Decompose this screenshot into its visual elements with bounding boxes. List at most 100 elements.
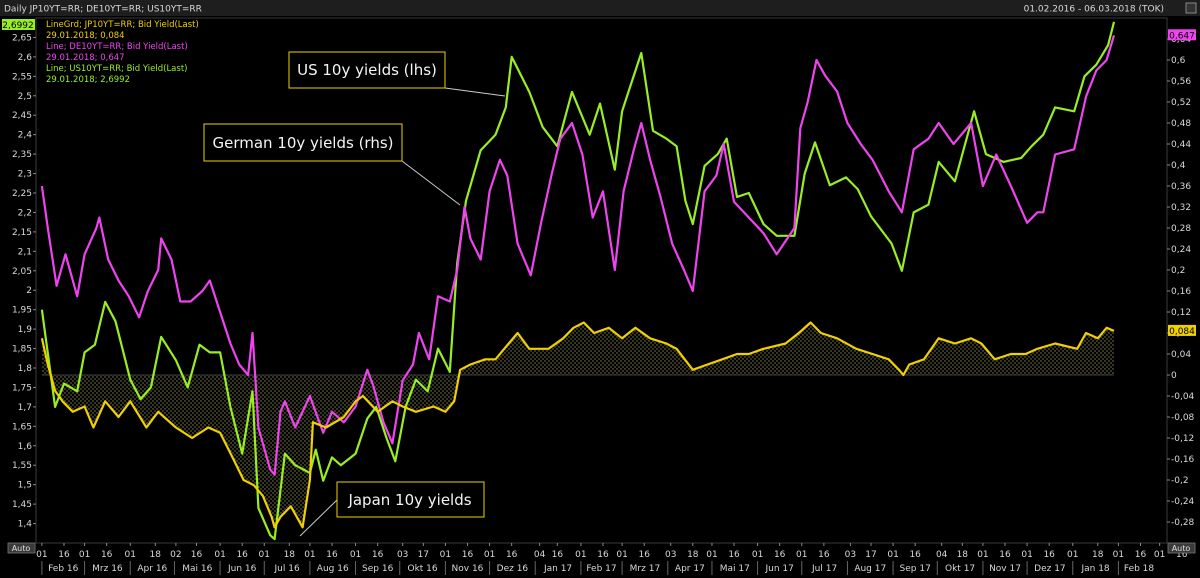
- x-day-label: 16: [818, 550, 830, 560]
- right-tick-label: -0,12: [1171, 434, 1194, 444]
- annotation-us-leader: [444, 87, 506, 97]
- x-day-label: 16: [597, 550, 609, 560]
- left-tick-label: 1,9: [18, 325, 33, 335]
- x-axis: 01 16 01 16 01 18 02 16 01 16 01 18 01 16 01 16 03 17 01 16…: [36, 543, 1188, 575]
- left-tick-label: 1,7: [18, 403, 32, 413]
- x-day-label: 18: [284, 550, 296, 560]
- x-month-label: Mrz 16: [92, 564, 123, 574]
- right-tick-label: 0,2: [1171, 266, 1185, 276]
- x-month-label: Jul 16: [274, 564, 300, 574]
- auto-scale-right-label: Auto: [1172, 544, 1191, 553]
- left-tick-label: 1,4: [18, 520, 33, 530]
- annotation-de-leader: [401, 160, 461, 206]
- right-axis: 0,640,60,560,520,480,440,40,360,320,280,…: [1167, 35, 1195, 528]
- right-tick-label: 0,44: [1171, 140, 1191, 150]
- right-tick-label: 0,16: [1171, 287, 1191, 297]
- x-day-label: 17: [865, 550, 876, 560]
- x-day-label: 17: [418, 550, 429, 560]
- x-month-label: Okt 16: [408, 564, 438, 574]
- left-tick-label: 1,45: [12, 500, 32, 510]
- left-tick-label: 1,85: [12, 345, 32, 355]
- legend-de-name: Line; DE10YT=RR; Bid Yield(Last): [46, 42, 188, 52]
- annotation-us-box: [288, 51, 446, 89]
- left-tick-label: 2,3: [18, 170, 32, 180]
- x-month-label: Feb 17: [586, 564, 616, 574]
- x-month-label: Mai 17: [720, 564, 750, 574]
- x-day-label: 18: [1092, 550, 1104, 560]
- left-tick-label: 2,4: [18, 131, 33, 141]
- x-day-label: 01: [706, 550, 717, 560]
- x-day-label: 16: [462, 550, 474, 560]
- left-tick-label: 2,65: [12, 33, 32, 43]
- x-day-label: 16: [326, 550, 338, 560]
- legend-jp-name: LineGrd; JP10YT=RR; Bid Yield(Last): [46, 20, 199, 30]
- right-tick-label: 0,4: [1171, 161, 1186, 171]
- x-month-label: Jun 16: [227, 564, 257, 574]
- x-day-label: 16: [728, 550, 740, 560]
- x-day-label: 01: [1154, 550, 1165, 560]
- left-tick-label: 2,6: [18, 53, 33, 63]
- x-day-label: 16: [1043, 550, 1055, 560]
- x-day-label: 16: [506, 550, 518, 560]
- x-day-label: 16: [638, 550, 650, 560]
- x-month-label: Apr 16: [137, 564, 167, 574]
- x-day-label: 18: [687, 550, 699, 560]
- jp-area: [41, 322, 1114, 528]
- x-day-label: 03: [665, 550, 676, 560]
- x-day-label: 01: [36, 550, 47, 560]
- x-day-label: 16: [372, 550, 384, 560]
- right-tick-label: 0,28: [1171, 224, 1191, 234]
- x-month-label: Feb 16: [48, 564, 79, 574]
- left-tick-label: 1,55: [12, 461, 32, 471]
- annotation-de-label: German 10y yields (rhs): [212, 134, 393, 152]
- x-day-label: 01: [887, 550, 898, 560]
- right-tick-label: -0,16: [1171, 455, 1195, 465]
- x-day-label: 01: [79, 550, 90, 560]
- header-resize-icon[interactable]: [1185, 2, 1197, 14]
- last-value-us: 2,6992: [2, 21, 34, 31]
- auto-scale-left-button[interactable]: [7, 542, 36, 554]
- right-tick-label: -0,08: [1171, 413, 1195, 423]
- left-tick-label: 2: [26, 286, 32, 296]
- x-month-label: Nov 17: [989, 564, 1021, 574]
- x-day-label: 01: [304, 550, 315, 560]
- left-tick-label: 1,6: [18, 442, 33, 452]
- left-tick-label: 2,15: [12, 228, 32, 238]
- x-day-label: 01: [125, 550, 136, 560]
- series-lines: [40, 21, 1116, 541]
- x-day-label: 04: [534, 550, 546, 560]
- x-month-label: Jun 17: [764, 564, 793, 574]
- x-day-label: 01: [575, 550, 586, 560]
- left-tick-label: 2,05: [12, 267, 32, 277]
- left-tick-label: 1,5: [18, 481, 32, 491]
- x-day-label: 16: [1176, 550, 1188, 560]
- right-tick-label: 0,6: [1171, 56, 1186, 66]
- left-tick-label: 1,75: [12, 383, 32, 393]
- legend: LineGrd; JP10YT=RR; Bid Yield(Last) 29.0…: [46, 20, 199, 85]
- x-month-label: Nov 16: [452, 564, 484, 574]
- legend-de-detail: 29.01.2018; 0,647: [46, 53, 125, 63]
- x-day-label: 16: [909, 550, 921, 560]
- right-tick-label: 0,32: [1171, 203, 1191, 213]
- annotation-jp-label: Japan 10y yields: [347, 491, 471, 509]
- x-day-label: 01: [1021, 550, 1032, 560]
- annotation-de-box: [203, 123, 403, 162]
- left-tick-label: 2,55: [12, 72, 32, 82]
- left-tick-label: 1,8: [18, 364, 33, 374]
- right-tick-label: -0,04: [1171, 392, 1195, 402]
- x-day-label: 01: [440, 550, 451, 560]
- x-day-label: 01: [1113, 550, 1124, 560]
- left-tick-label: 2,2: [18, 208, 32, 218]
- last-value-jp-badge: [1168, 324, 1196, 336]
- left-tick-label: 2,5: [18, 92, 32, 102]
- last-value-jp: 0,084: [1169, 327, 1195, 337]
- legend-jp-detail: 29.01.2018; 0,084: [46, 31, 125, 41]
- x-month-label: Jan 17: [543, 564, 572, 574]
- x-day-label: 03: [397, 550, 408, 560]
- x-day-label: 01: [1067, 550, 1078, 560]
- series-line-de: [40, 34, 1116, 476]
- annotation-jp-leader: [299, 499, 338, 537]
- x-month-label: Sep 16: [362, 564, 394, 574]
- auto-scale-right-button[interactable]: [1167, 542, 1196, 554]
- x-day-label: 01: [350, 550, 361, 560]
